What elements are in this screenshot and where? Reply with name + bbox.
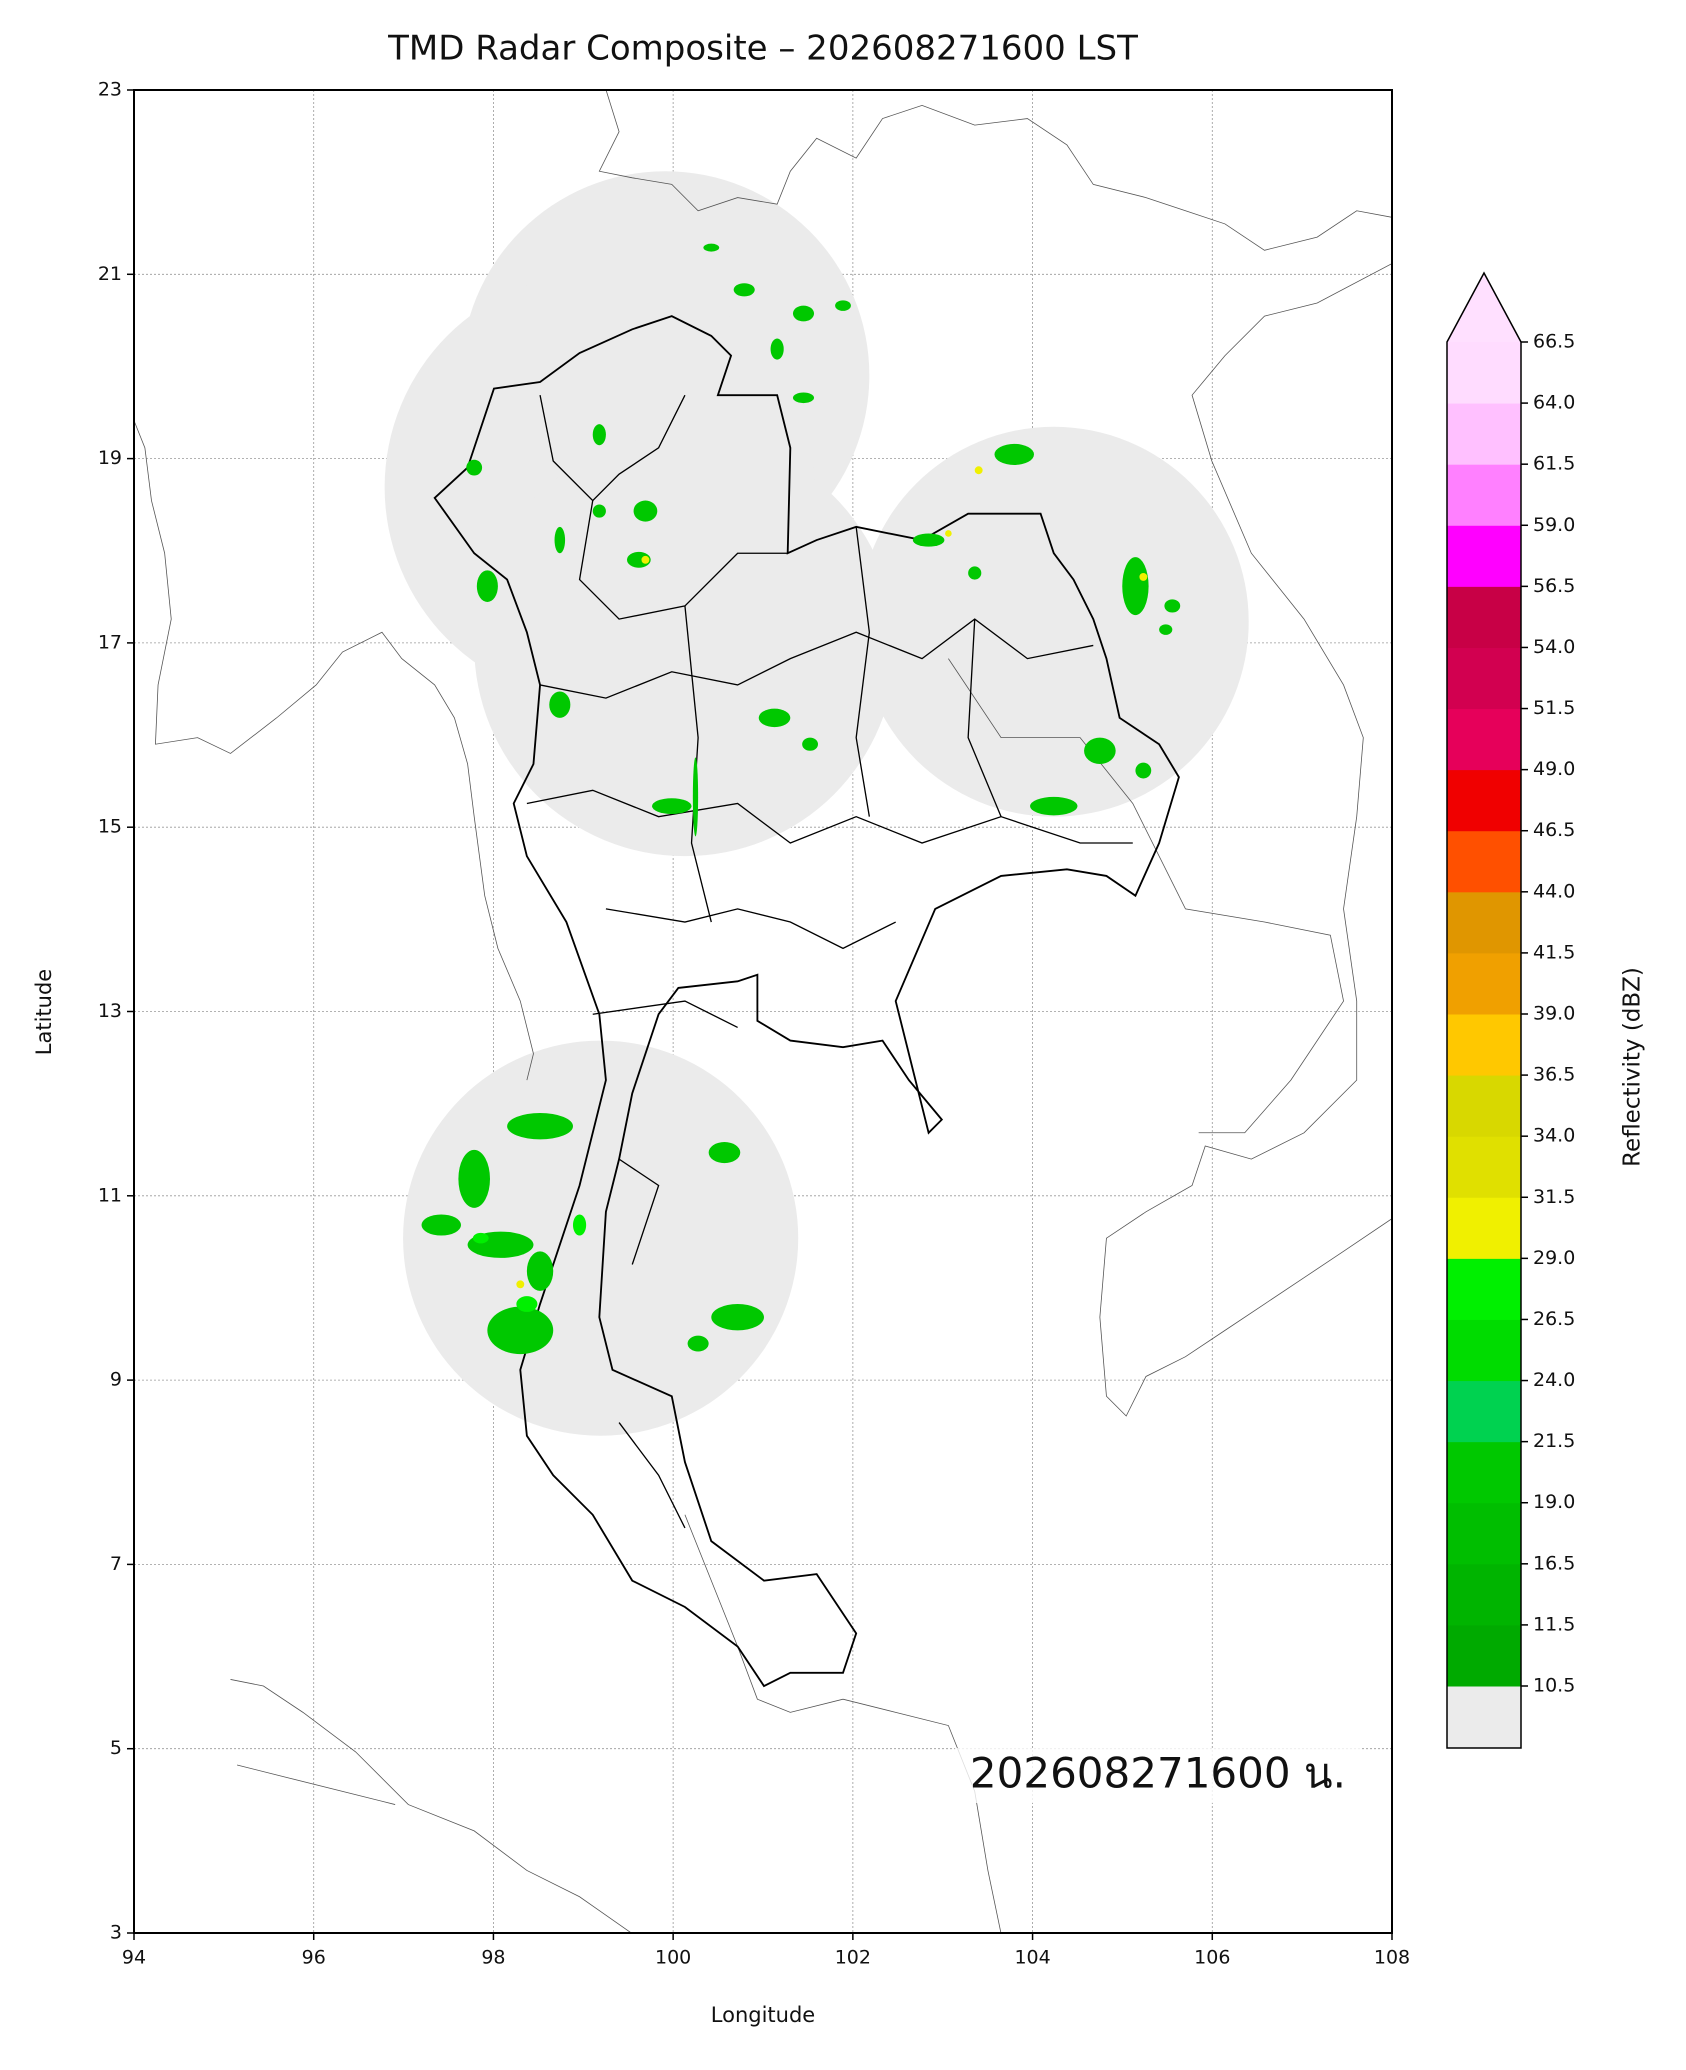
province-borders (526, 394, 1133, 1529)
colorbar-band (1447, 769, 1521, 832)
x-tick-label: 104 (1014, 1947, 1050, 1969)
x-tick-label: 96 (302, 1947, 326, 1969)
thailand-outline (433, 315, 1180, 1688)
y-tick-label: 5 (110, 1737, 122, 1759)
y-tick-label: 21 (98, 263, 122, 285)
colorbar-band (1447, 1197, 1521, 1259)
colorbar-band (1447, 1319, 1521, 1382)
x-axis-label: Longitude (711, 2003, 815, 2027)
colorbar-band (1447, 586, 1521, 648)
colorbar-band (1447, 342, 1521, 404)
colorbar-tick-label: 29.0 (1533, 1247, 1575, 1269)
y-tick-label: 15 (98, 816, 122, 838)
y-tick-label: 7 (110, 1553, 122, 1575)
colorbar-band (1447, 1014, 1521, 1076)
colorbar-tick-label: 11.5 (1533, 1613, 1575, 1635)
y-tick-label: 11 (98, 1184, 122, 1206)
colorbar-tick-label: 31.5 (1533, 1186, 1575, 1208)
colorbar-tick-label: 66.5 (1533, 331, 1575, 353)
x-tick-label: 102 (835, 1947, 871, 1969)
x-tick-label: 106 (1194, 1947, 1230, 1969)
colorbar-over (1447, 273, 1521, 342)
colorbar-band (1447, 525, 1521, 587)
colorbar-band (1447, 1624, 1521, 1687)
colorbar-band (1447, 708, 1521, 771)
map (134, 90, 1392, 1933)
colorbar-tick-label: 46.5 (1533, 819, 1575, 841)
colorbar-tick-label: 51.5 (1533, 697, 1575, 719)
colorbar-tick-label: 19.0 (1533, 1491, 1575, 1513)
colorbar-tick-label: 59.0 (1533, 514, 1575, 536)
colorbar-band (1447, 647, 1521, 710)
colorbar-band (1447, 1258, 1521, 1320)
colorbar-tick-label: 21.5 (1533, 1430, 1575, 1452)
x-tick-label: 98 (481, 1947, 505, 1969)
y-tick-label: 17 (98, 631, 122, 653)
radar-echoes (421, 243, 1181, 1355)
y-tick-label: 13 (98, 1000, 122, 1022)
colorbar-tick-label: 16.5 (1533, 1552, 1575, 1574)
colorbar-tick-label: 36.5 (1533, 1064, 1575, 1086)
colorbar-under (1447, 1686, 1521, 1748)
colorbar-band (1447, 1563, 1521, 1626)
colorbar-band (1447, 952, 1521, 1015)
y-tick-label: 19 (98, 447, 122, 469)
colorbar-tick-label: 49.0 (1533, 758, 1575, 780)
colorbar-tick-label: 10.5 (1533, 1675, 1575, 1697)
colorbar-tick-label: 41.5 (1533, 941, 1575, 963)
annotation: 202608271600 น. (970, 1749, 1346, 1798)
colorbar-band (1447, 1380, 1521, 1443)
colorbar-tick-label: 34.0 (1533, 1125, 1575, 1147)
colorbar-band (1447, 1075, 1521, 1137)
colorbar-band (1447, 1136, 1521, 1198)
x-tick-label: 100 (655, 1947, 691, 1969)
y-tick-label: 9 (110, 1369, 122, 1391)
chart-title: TMD Radar Composite – 202608271600 LST (387, 29, 1138, 69)
colorbar-band (1447, 830, 1521, 893)
colorbar-band (1447, 1441, 1521, 1504)
colorbar-tick-label: 54.0 (1533, 636, 1575, 658)
y-axis-label: Latitude (32, 969, 56, 1055)
x-tick-label: 94 (122, 1947, 146, 1969)
colorbar-band (1447, 403, 1521, 465)
x-tick-label: 108 (1374, 1947, 1410, 1969)
y-tick-label: 3 (110, 1922, 122, 1944)
colorbar-band (1447, 891, 1521, 954)
colorbar-tick-label: 56.5 (1533, 575, 1575, 597)
colorbar-band (1447, 464, 1521, 526)
colorbar-band (1447, 1502, 1521, 1565)
colorbar-tick-label: 24.0 (1533, 1369, 1575, 1391)
colorbar-tick-label: 64.0 (1533, 392, 1575, 414)
colorbar-tick-label: 44.0 (1533, 880, 1575, 902)
annotation-box (955, 1748, 1360, 1803)
colorbar-tick-label: 61.5 (1533, 453, 1575, 475)
neighbour-coastlines (134, 90, 1392, 1933)
colorbar-tick-label: 39.0 (1533, 1003, 1575, 1025)
colorbar-tick-label: 26.5 (1533, 1308, 1575, 1330)
colorbar-label: Reflectivity (dBZ) (1620, 967, 1646, 1167)
y-tick-label: 23 (98, 79, 122, 101)
colorbar-frame (1446, 271, 1522, 1749)
